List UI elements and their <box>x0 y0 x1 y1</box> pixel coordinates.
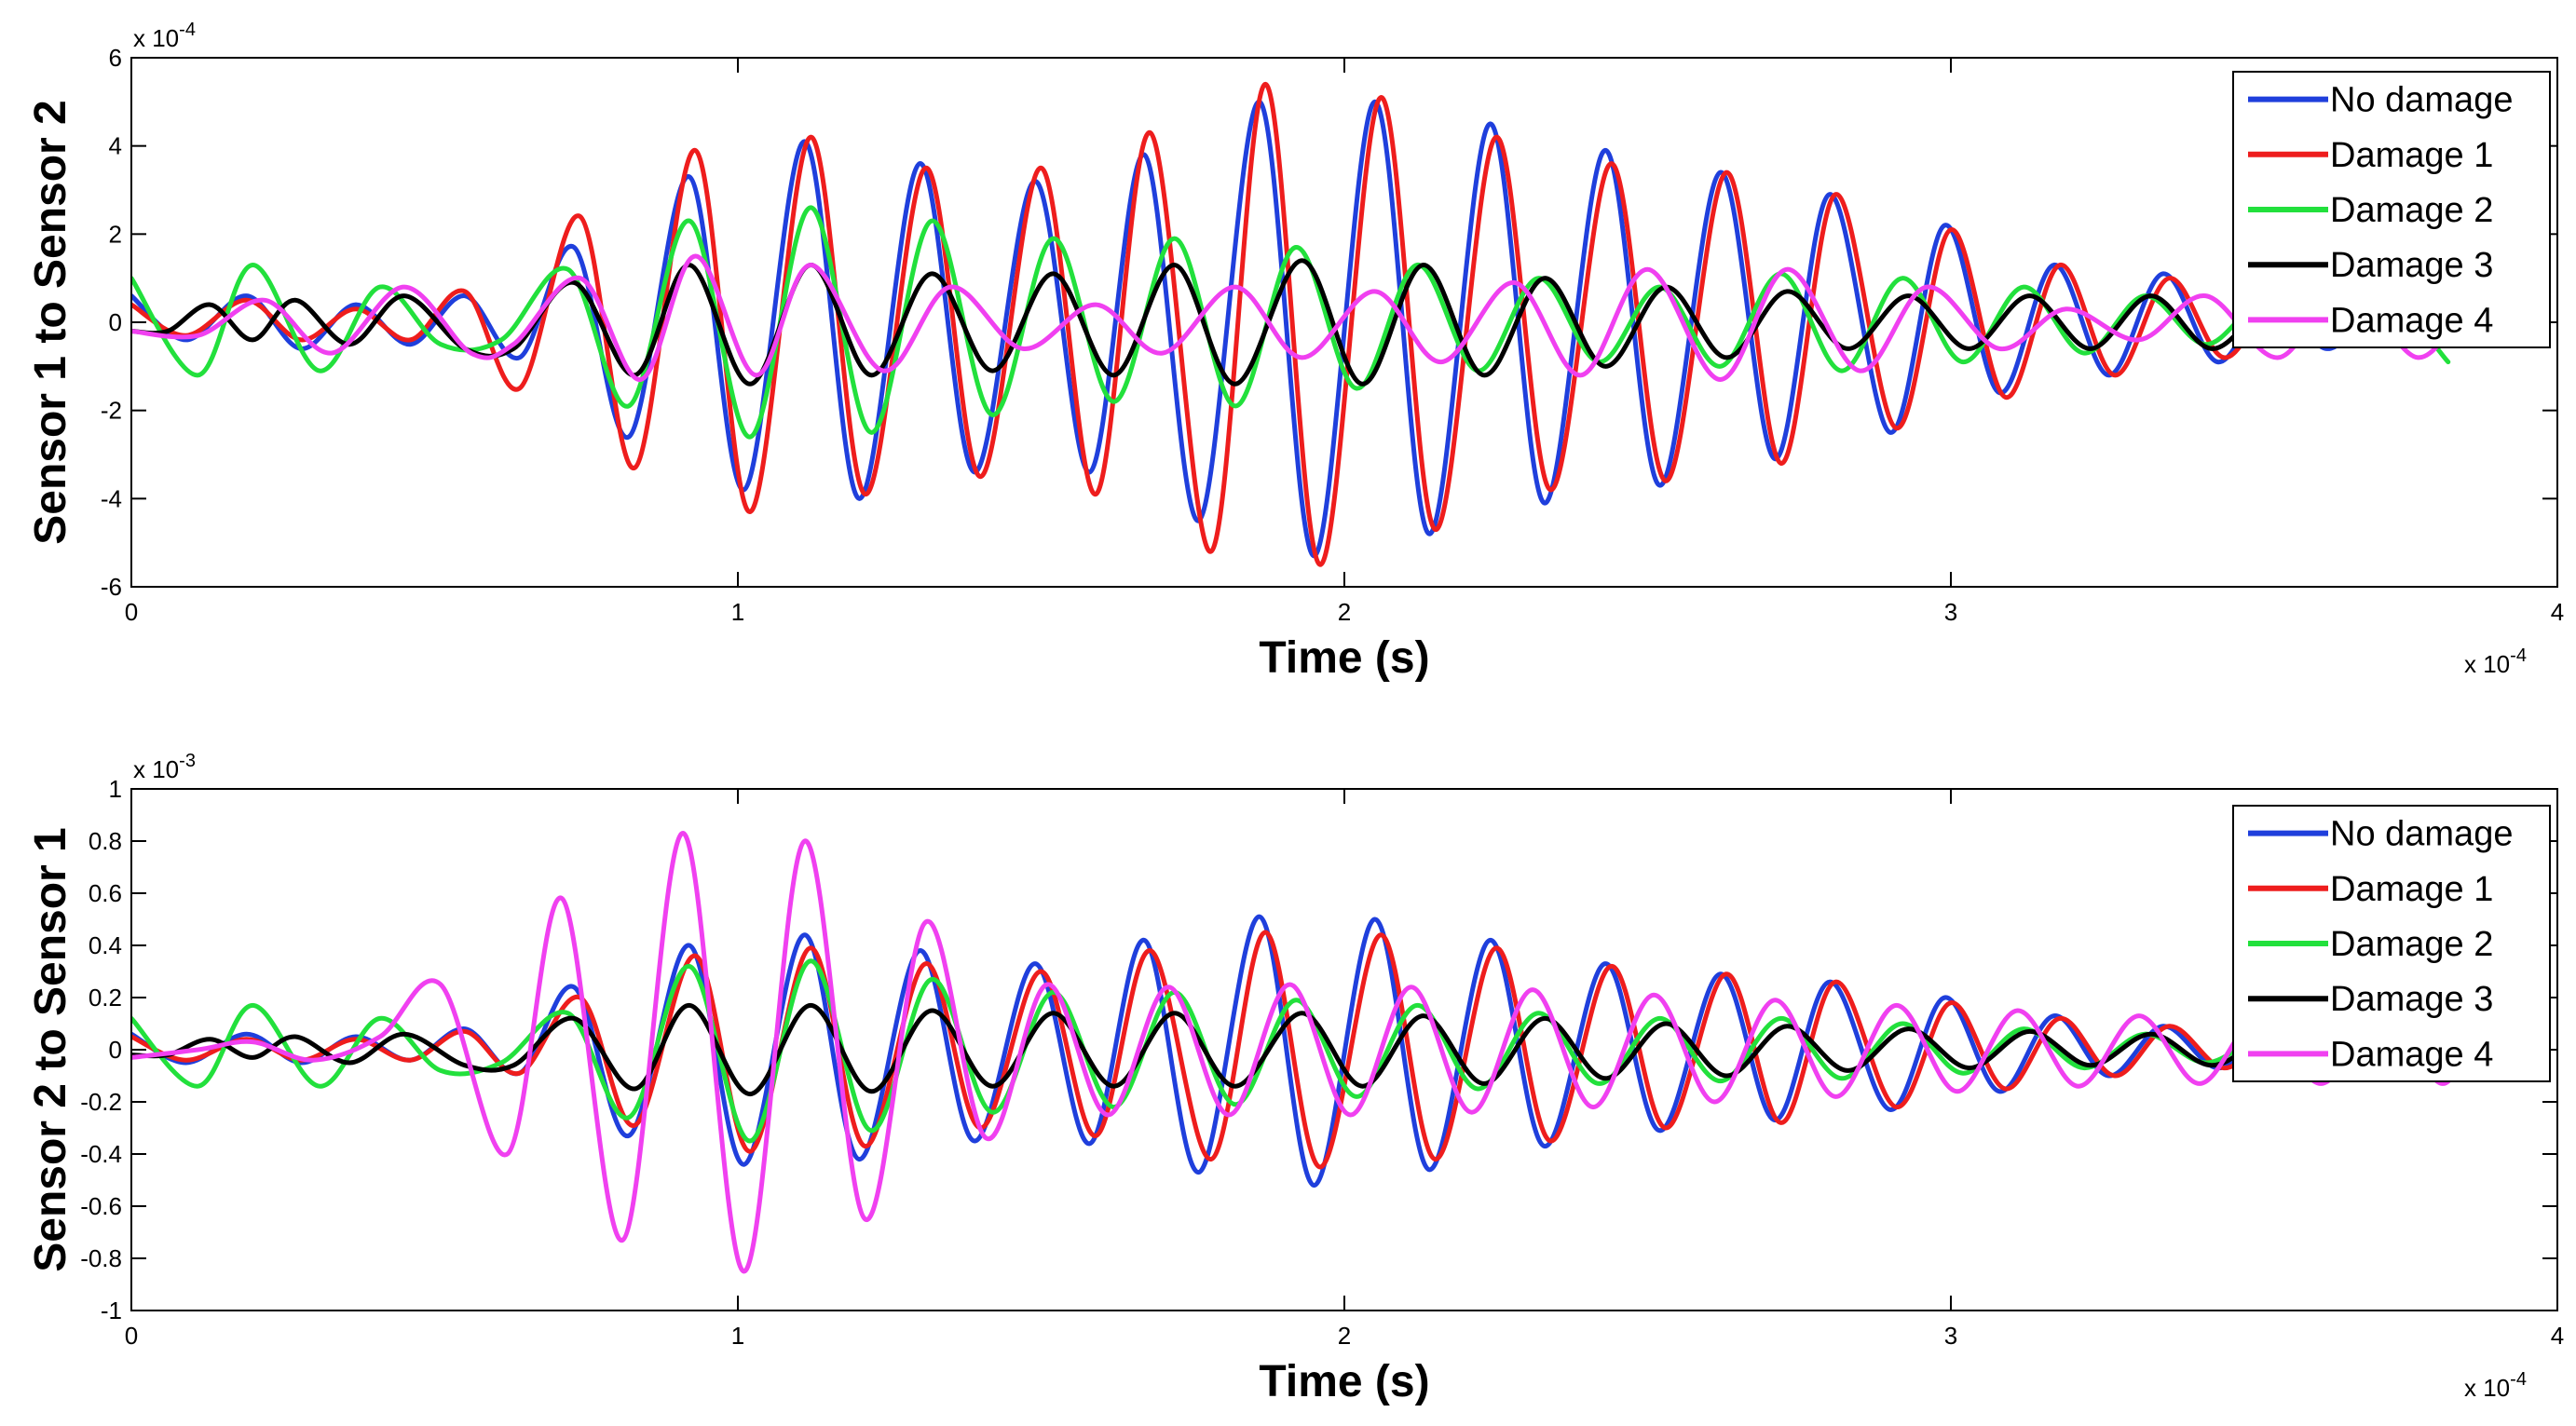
chart-panel-2: 0 1 2 3 4 -1 -0.8 -0.6 -0.4 -0.2 0 0.2 0.4 0.6 0.8 1 x 1… <box>26 751 2564 1406</box>
series-line-damage-4 <box>131 831 2475 1274</box>
x-multiplier-label: x 10-4 <box>2464 645 2527 678</box>
x-tick-label: 1 <box>731 598 744 626</box>
x-tick-label: 2 <box>1338 598 1351 626</box>
y-tick-label: -0.8 <box>80 1244 122 1272</box>
y-multiplier-label: x 10-3 <box>133 751 196 783</box>
y-tick-label: -6 <box>101 573 122 601</box>
y-tick-label: 6 <box>109 44 122 72</box>
x-tick-label: 4 <box>2551 1322 2564 1350</box>
legend-label: Damage 3 <box>2330 246 2493 285</box>
x-tick-label: 1 <box>731 1322 744 1350</box>
chart-panel-1: 0 1 2 3 4 -6 -4 -2 0 2 4 6 x 10-4 x 10-4 Time (s) Senso… <box>26 20 2564 683</box>
y-axis-title: Sensor 2 to Sensor 1 <box>26 827 75 1272</box>
legend: No damage Damage 1 Damage 2 Damage 3 Damage … <box>2232 805 2551 1082</box>
legend: No damage Damage 1 Damage 2 Damage 3 Damage … <box>2232 71 2551 348</box>
y-tick-label: -2 <box>101 397 122 425</box>
y-tick-label: 0 <box>109 1036 122 1064</box>
y-tick-label: 0.4 <box>89 931 122 959</box>
x-tick-label: 3 <box>1944 1322 1957 1350</box>
series-line-damage-4 <box>131 253 2475 382</box>
series-group <box>131 81 2475 567</box>
y-tick-label: 1 <box>109 775 122 803</box>
legend-label: Damage 4 <box>2330 301 2493 340</box>
series-line-damage-2 <box>131 958 2451 1144</box>
x-tick-label: 2 <box>1338 1322 1351 1350</box>
y-tick-label: -0.6 <box>80 1192 122 1220</box>
x-tick-label: 0 <box>125 598 138 626</box>
legend-label: Damage 4 <box>2330 1035 2493 1074</box>
y-tick-label: -0.2 <box>80 1088 122 1116</box>
legend-label: Damage 3 <box>2330 980 2493 1019</box>
series-group <box>131 831 2475 1274</box>
y-tick-label: -0.4 <box>80 1140 122 1168</box>
legend-label: Damage 1 <box>2330 136 2493 175</box>
y-tick-label: 0.6 <box>89 879 122 907</box>
x-axis-title: Time (s) <box>1259 633 1429 683</box>
series-line-damage-1 <box>131 81 2445 567</box>
legend-label: No damage <box>2330 81 2513 120</box>
y-axis-title: Sensor 1 to Sensor 2 <box>26 100 75 545</box>
y-tick-label: -4 <box>101 484 122 512</box>
x-tick-label: 3 <box>1944 598 1957 626</box>
y-tick-label: 4 <box>109 132 122 160</box>
legend-label: Damage 1 <box>2330 870 2493 909</box>
x-tick-label: 4 <box>2551 598 2564 626</box>
y-tick-label: 0.2 <box>89 984 122 1012</box>
y-tick-label: 0.8 <box>89 827 122 855</box>
y-tick-label: -1 <box>101 1297 122 1324</box>
series-line-no-damage <box>131 914 2445 1188</box>
series-line-no-damage <box>131 99 2445 559</box>
x-tick-label: 0 <box>125 1322 138 1350</box>
legend-label: No damage <box>2330 815 2513 854</box>
x-multiplier-label: x 10-4 <box>2464 1369 2527 1402</box>
y-tick-label: 2 <box>109 220 122 248</box>
legend-label: Damage 2 <box>2330 925 2493 964</box>
y-tick-label: 0 <box>109 308 122 336</box>
x-axis-title: Time (s) <box>1259 1357 1429 1406</box>
legend-label: Damage 2 <box>2330 191 2493 230</box>
y-multiplier-label: x 10-4 <box>133 20 196 52</box>
